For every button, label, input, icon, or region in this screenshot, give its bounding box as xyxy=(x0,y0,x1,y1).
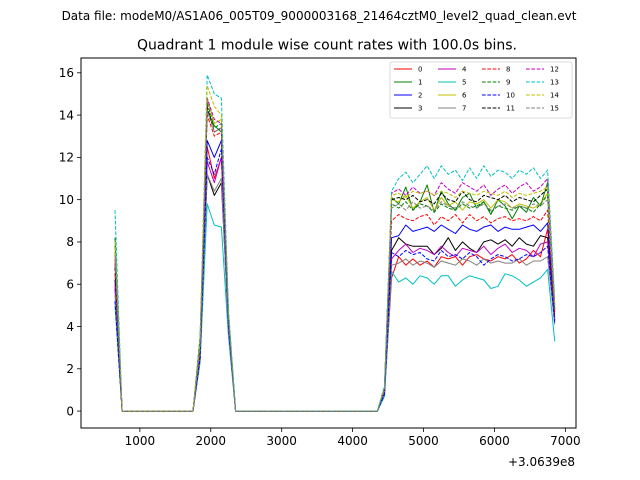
series-line-4 xyxy=(114,156,556,412)
legend-label-8: 8 xyxy=(506,66,510,74)
y-tick-label: 0 xyxy=(66,404,74,418)
x-tick-label: 1000 xyxy=(125,434,156,448)
series-line-14 xyxy=(114,85,556,412)
y-tick-label: 6 xyxy=(66,278,74,292)
y-tick-label: 8 xyxy=(66,235,74,249)
legend-label-11: 11 xyxy=(506,105,515,113)
y-tick-label: 2 xyxy=(66,362,74,376)
x-tick-label: 2000 xyxy=(196,434,227,448)
series-line-9 xyxy=(114,101,556,412)
series-line-7 xyxy=(114,173,556,412)
legend-label-7: 7 xyxy=(462,105,466,113)
legend-label-0: 0 xyxy=(418,66,422,74)
series-line-13 xyxy=(114,74,556,412)
x-axis: 1000 2000 3000 4000 5000 6000 7000 xyxy=(125,428,581,448)
series-line-5 xyxy=(114,203,556,412)
legend-label-1: 1 xyxy=(418,79,422,87)
legend-label-15: 15 xyxy=(550,105,559,113)
series-line-15 xyxy=(114,110,556,412)
legend-label-3: 3 xyxy=(418,105,422,113)
y-tick-label: 12 xyxy=(59,151,74,165)
series-line-8 xyxy=(114,114,556,412)
y-tick-label: 14 xyxy=(59,108,74,122)
y-tick-label: 4 xyxy=(66,320,74,334)
legend-label-5: 5 xyxy=(462,79,466,87)
y-tick-label: 10 xyxy=(59,193,74,207)
legend-label-13: 13 xyxy=(550,79,559,87)
series-line-2 xyxy=(114,140,556,412)
legend-label-10: 10 xyxy=(506,92,515,100)
suptitle: Data file: modeM0/AS1A06_005T09_90000031… xyxy=(62,9,577,23)
legend-label-4: 4 xyxy=(462,66,467,74)
legend-label-14: 14 xyxy=(550,92,559,100)
chart-title: Quadrant 1 module wise count rates with … xyxy=(137,38,517,54)
x-tick-label: 4000 xyxy=(337,434,368,448)
series-line-10 xyxy=(114,148,556,412)
series-line-11 xyxy=(114,106,556,412)
y-tick-label: 16 xyxy=(59,66,74,80)
series-layer xyxy=(114,74,556,412)
x-axis-offset-label: +3.0639e8 xyxy=(508,455,575,469)
legend-box xyxy=(389,61,573,119)
legend-label-6: 6 xyxy=(462,92,467,100)
legend-label-2: 2 xyxy=(418,92,422,100)
plot-area-frame xyxy=(80,57,577,429)
legend-label-9: 9 xyxy=(506,79,510,87)
x-tick-label: 6000 xyxy=(479,434,510,448)
x-tick-label: 5000 xyxy=(408,434,439,448)
x-tick-label: 7000 xyxy=(550,434,581,448)
series-line-12 xyxy=(114,97,556,412)
y-axis: 0 2 4 6 8 10 12 14 16 xyxy=(59,66,81,418)
legend-label-12: 12 xyxy=(550,66,559,74)
x-tick-label: 3000 xyxy=(266,434,297,448)
